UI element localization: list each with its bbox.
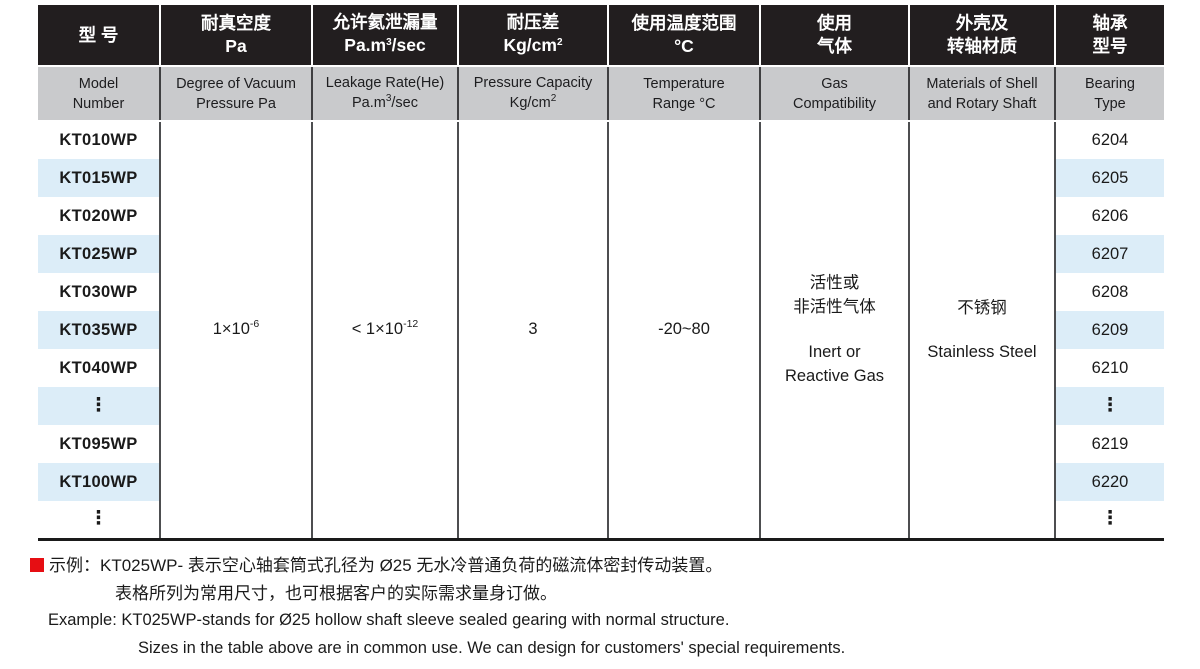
table-body: KT010WP 1×10-6 < 1×10-12 3 -20~80 活性或 非活… bbox=[38, 121, 1164, 539]
bearing-cell: 6210 bbox=[1055, 349, 1164, 387]
table-row: KT030WP 6208 bbox=[38, 273, 1164, 311]
model-cell: KT100WP bbox=[38, 463, 161, 501]
col-header-shell-cn: 外壳及 转轴材质 bbox=[909, 5, 1056, 67]
header-row-chinese: 型 号 耐真空度 Pa 允许氦泄漏量 Pa.m3/sec 耐压差 Kg/cm2 bbox=[38, 5, 1164, 67]
model-cell: ⋮ bbox=[38, 501, 161, 539]
model-cell: KT020WP bbox=[38, 197, 161, 235]
col-header-temperature-en: Temperature Range °C bbox=[608, 66, 761, 122]
bearing-cell: 6204 bbox=[1055, 121, 1164, 159]
gas-value-cell: 活性或 非活性气体 Inert or Reactive Gas bbox=[760, 121, 910, 539]
footnotes: 示例：KT025WP- 表示空心轴套筒式孔径为 Ø25 无水冷普通负荷的磁流体密… bbox=[0, 552, 1200, 662]
col-header-leakage-cn: 允许氦泄漏量 Pa.m3/sec bbox=[312, 5, 459, 67]
bearing-cell: 6207 bbox=[1055, 235, 1164, 273]
table-row: KT010WP 1×10-6 < 1×10-12 3 -20~80 活性或 非活… bbox=[38, 121, 1164, 539]
col-header-temperature-cn: 使用温度范围 °C bbox=[608, 5, 761, 67]
col-header-model-en: Model Number bbox=[38, 66, 161, 122]
col-header-gas-cn: 使用 气体 bbox=[760, 5, 910, 67]
bearing-cell: 6220 bbox=[1055, 463, 1164, 501]
table-row: KT040WP 6210 bbox=[38, 349, 1164, 387]
model-cell: KT035WP bbox=[38, 311, 161, 349]
model-cell: KT025WP bbox=[38, 235, 161, 273]
footnote-english-line1: Example: KT025WP-stands for Ø25 hollow s… bbox=[0, 607, 1200, 635]
red-square-bullet-icon bbox=[30, 558, 44, 572]
col-header-bearing-cn: 轴承 型号 bbox=[1055, 5, 1164, 67]
temperature-value-cell: -20~80 bbox=[608, 121, 761, 539]
model-cell: ⋮ bbox=[38, 387, 161, 425]
col-header-vacuum-cn: 耐真空度 Pa bbox=[160, 5, 313, 67]
spec-table: 型 号 耐真空度 Pa 允许氦泄漏量 Pa.m3/sec 耐压差 Kg/cm2 bbox=[38, 5, 1164, 541]
footnote-chinese-line1: 示例：KT025WP- 表示空心轴套筒式孔径为 Ø25 无水冷普通负荷的磁流体密… bbox=[0, 552, 1200, 580]
table-row: KT035WP 6209 bbox=[38, 311, 1164, 349]
footnote-text: Example: KT025WP-stands for Ø25 hollow s… bbox=[48, 611, 730, 629]
col-header-vacuum-en: Degree of Vacuum Pressure Pa bbox=[160, 66, 313, 122]
model-cell: KT095WP bbox=[38, 425, 161, 463]
spec-table-container: 型 号 耐真空度 Pa 允许氦泄漏量 Pa.m3/sec 耐压差 Kg/cm2 bbox=[38, 5, 1164, 541]
table-row: KT015WP 6205 bbox=[38, 159, 1164, 197]
col-header-model-cn: 型 号 bbox=[38, 5, 161, 67]
footnote-text: 示例：KT025WP- 表示空心轴套筒式孔径为 Ø25 无水冷普通负荷的磁流体密… bbox=[49, 556, 723, 575]
bearing-cell: 6208 bbox=[1055, 273, 1164, 311]
col-header-pressure-cn: 耐压差 Kg/cm2 bbox=[458, 5, 609, 67]
model-cell: KT030WP bbox=[38, 273, 161, 311]
bearing-cell: 6209 bbox=[1055, 311, 1164, 349]
model-cell: KT010WP bbox=[38, 121, 161, 159]
model-cell: KT015WP bbox=[38, 159, 161, 197]
vacuum-value-cell: 1×10-6 bbox=[160, 121, 313, 539]
bearing-cell: 6219 bbox=[1055, 425, 1164, 463]
bearing-cell: 6206 bbox=[1055, 197, 1164, 235]
footnote-chinese-line2: 表格所列为常用尺寸，也可根据客户的实际需求量身订做。 bbox=[0, 580, 1200, 608]
table-row: KT095WP 6219 bbox=[38, 425, 1164, 463]
pressure-value-cell: 3 bbox=[458, 121, 609, 539]
col-header-shell-en: Materials of Shell and Rotary Shaft bbox=[909, 66, 1056, 122]
col-header-gas-en: Gas Compatibility bbox=[760, 66, 910, 122]
bearing-cell: 6205 bbox=[1055, 159, 1164, 197]
header-row-english: Model Number Degree of Vacuum Pressure P… bbox=[38, 66, 1164, 122]
table-row: KT100WP 6220 bbox=[38, 463, 1164, 501]
model-cell: KT040WP bbox=[38, 349, 161, 387]
footnote-english-line2: Sizes in the table above are in common u… bbox=[0, 635, 1200, 663]
table-row: KT025WP 6207 bbox=[38, 235, 1164, 273]
shell-material-value-cell: 不锈钢 Stainless Steel bbox=[909, 121, 1056, 539]
leakage-value-cell: < 1×10-12 bbox=[312, 121, 459, 539]
bearing-cell: ⋮ bbox=[1055, 387, 1164, 425]
table-row: KT020WP 6206 bbox=[38, 197, 1164, 235]
table-row-ellipsis: ⋮ ⋮ bbox=[38, 501, 1164, 539]
col-header-bearing-en: Bearing Type bbox=[1055, 66, 1164, 122]
footnote-text: 表格所列为常用尺寸，也可根据客户的实际需求量身订做。 bbox=[115, 583, 557, 603]
table-header: 型 号 耐真空度 Pa 允许氦泄漏量 Pa.m3/sec 耐压差 Kg/cm2 bbox=[38, 5, 1164, 122]
footnote-text: Sizes in the table above are in common u… bbox=[138, 638, 846, 657]
col-header-leakage-en: Leakage Rate(He) Pa.m3/sec bbox=[312, 66, 459, 122]
col-header-pressure-en: Pressure Capacity Kg/cm2 bbox=[458, 66, 609, 122]
table-row-ellipsis: ⋮ ⋮ bbox=[38, 387, 1164, 425]
bearing-cell: ⋮ bbox=[1055, 501, 1164, 539]
